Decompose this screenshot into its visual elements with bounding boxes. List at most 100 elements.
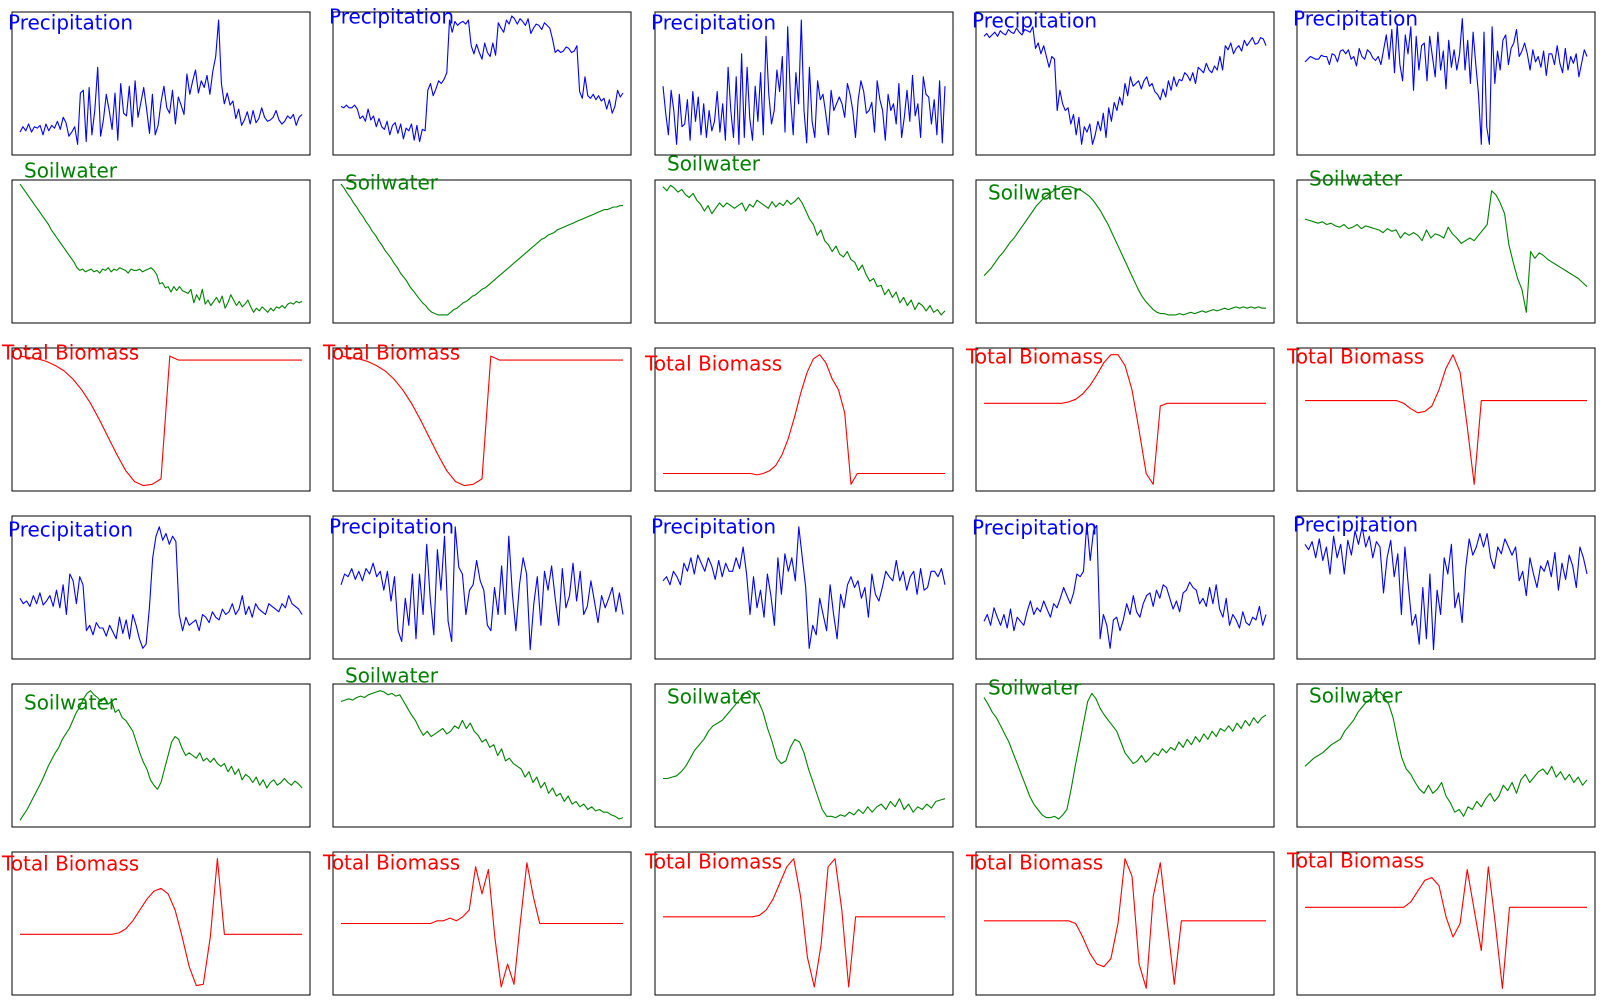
- panel-precipitation-r1c5: Precipitation: [1293, 7, 1596, 156]
- panel-precipitation-r4c4: Precipitation: [972, 515, 1275, 660]
- panel-title: Precipitation: [329, 515, 454, 539]
- panel-precipitation-r1c4: Precipitation: [972, 9, 1275, 156]
- panel-frame: [654, 347, 954, 492]
- panel-title: Precipitation: [1293, 7, 1418, 31]
- soilwater-series-line: [1304, 190, 1588, 313]
- panel-total-biomass-r3c3: Total Biomass: [644, 347, 954, 492]
- panel-title: Soilwater: [1309, 167, 1403, 191]
- panel-frame: [332, 851, 632, 996]
- panel-total-biomass-r3c4: Total Biomass: [965, 345, 1275, 492]
- soilwater-series-line: [983, 692, 1267, 820]
- panel-frame: [654, 683, 954, 828]
- total-biomass-series-line: [984, 858, 1266, 989]
- panel-frame: [975, 347, 1275, 492]
- panel-frame: [11, 179, 311, 324]
- panel-soilwater-r2c3: Soilwater: [654, 152, 954, 324]
- panel-title: Soilwater: [345, 171, 439, 195]
- panel-title: Soilwater: [1309, 684, 1403, 708]
- panel-title: Total Biomass: [1, 341, 139, 365]
- panel-frame: [654, 851, 954, 996]
- panel-frame: [1296, 179, 1596, 324]
- precipitation-series-line: [983, 522, 1267, 649]
- total-biomass-series-line: [984, 354, 1266, 485]
- panel-precipitation-r1c1: Precipitation: [8, 11, 311, 156]
- panel-precipitation-r4c3: Precipitation: [651, 515, 954, 660]
- panel-soilwater-r5c5: Soilwater: [1296, 683, 1596, 828]
- panel-frame: [11, 851, 311, 996]
- panel-soilwater-r2c1: Soilwater: [11, 159, 311, 324]
- panel-title: Soilwater: [24, 159, 118, 183]
- total-biomass-series-line: [340, 355, 623, 487]
- total-biomass-series-line: [20, 858, 302, 987]
- soilwater-series-line: [19, 690, 303, 821]
- panel-frame: [975, 179, 1275, 324]
- panel-title: Precipitation: [8, 518, 133, 542]
- panel-title: Precipitation: [8, 11, 133, 35]
- panel-total-biomass-r6c1: Total Biomass: [1, 851, 311, 996]
- panel-title: Total Biomass: [1, 852, 139, 876]
- panel-title: Total Biomass: [322, 851, 460, 875]
- panel-soilwater-r5c3: Soilwater: [654, 683, 954, 828]
- panel-total-biomass-r6c3: Total Biomass: [644, 850, 954, 996]
- panel-title: Precipitation: [329, 5, 454, 29]
- panel-total-biomass-r3c1: Total Biomass: [1, 341, 311, 492]
- precipitation-series-line: [1304, 18, 1588, 145]
- panel-title: Precipitation: [651, 515, 776, 539]
- panel-title: Total Biomass: [965, 851, 1103, 875]
- panel-frame: [654, 11, 954, 156]
- total-biomass-series-line: [663, 354, 945, 485]
- panel-title: Soilwater: [667, 152, 761, 176]
- panel-precipitation-r4c1: Precipitation: [8, 515, 311, 660]
- panel-frame: [332, 11, 632, 156]
- panel-total-biomass-r6c4: Total Biomass: [965, 851, 1275, 996]
- total-biomass-series-line: [663, 858, 945, 988]
- panel-frame: [11, 11, 311, 156]
- panel-title: Total Biomass: [965, 345, 1103, 369]
- soilwater-series-line: [983, 186, 1266, 316]
- panel-title: Total Biomass: [644, 850, 782, 874]
- total-biomass-series-line: [341, 862, 623, 988]
- panel-frame: [11, 515, 311, 660]
- panel-frame: [332, 515, 632, 660]
- panel-frame: [1296, 683, 1596, 828]
- panel-frame: [975, 851, 1275, 996]
- total-biomass-series-line: [1305, 354, 1587, 485]
- precipitation-series-line: [19, 19, 303, 145]
- panel-title: Precipitation: [972, 9, 1097, 33]
- panel-frame: [332, 683, 632, 828]
- panel-title: Soilwater: [345, 664, 439, 688]
- panel-frame: [1296, 515, 1596, 660]
- panel-precipitation-r4c2: Precipitation: [329, 515, 632, 660]
- panel-soilwater-r2c5: Soilwater: [1296, 167, 1596, 324]
- panel-title: Total Biomass: [1286, 849, 1424, 873]
- precipitation-series-line: [340, 15, 624, 143]
- panel-precipitation-r4c5: Precipitation: [1293, 513, 1596, 660]
- precipitation-series-line: [983, 26, 1267, 145]
- panel-title: Precipitation: [1293, 513, 1418, 537]
- precipitation-series-line: [19, 526, 303, 649]
- panel-frame: [11, 347, 311, 492]
- panel-total-biomass-r6c5: Total Biomass: [1286, 849, 1596, 996]
- panel-title: Precipitation: [651, 11, 776, 35]
- panel-frame: [975, 11, 1275, 156]
- panel-soilwater-r2c2: Soilwater: [332, 171, 632, 324]
- soilwater-series-line: [340, 183, 623, 316]
- soilwater-series-line: [663, 690, 946, 819]
- panel-precipitation-r1c3: Precipitation: [651, 11, 954, 156]
- panel-frame: [332, 179, 632, 324]
- total-biomass-series-line: [19, 355, 302, 487]
- precipitation-series-line: [340, 526, 624, 651]
- panel-title: Soilwater: [988, 676, 1082, 700]
- panel-title: Total Biomass: [322, 341, 460, 365]
- soilwater-series-line: [1304, 691, 1588, 817]
- panel-frame: [654, 179, 954, 324]
- panel-title: Precipitation: [972, 516, 1097, 540]
- panel-soilwater-r5c1: Soilwater: [11, 683, 311, 828]
- precipitation-series-line: [662, 526, 946, 649]
- panel-total-biomass-r3c2: Total Biomass: [322, 341, 632, 492]
- panel-frame: [1296, 11, 1596, 156]
- precipitation-series-line: [1304, 526, 1588, 651]
- panel-title: Total Biomass: [1286, 345, 1424, 369]
- panel-title: Soilwater: [988, 181, 1082, 205]
